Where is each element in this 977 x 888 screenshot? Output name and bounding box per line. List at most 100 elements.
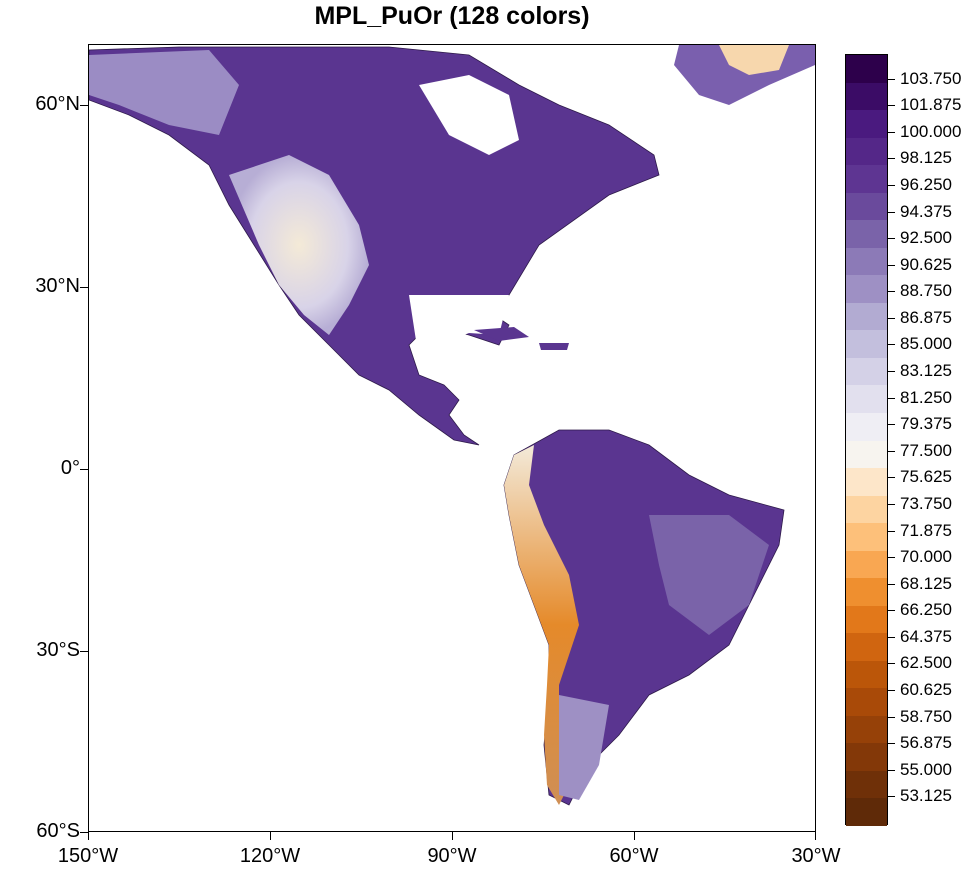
- colorbar-tick: [888, 583, 895, 585]
- colorbar-label: 58.750: [900, 706, 952, 726]
- colorbar-label: 68.125: [900, 573, 952, 593]
- colorbar-segment: [846, 82, 887, 111]
- colorbar-tick: [888, 557, 895, 559]
- colorbar-segment: [846, 357, 887, 386]
- colorbar-segment: [846, 220, 887, 249]
- lat-tick: [80, 832, 88, 833]
- colorbar-segment: [846, 192, 887, 221]
- lon-tick: [815, 832, 816, 840]
- colorbar-tick: [888, 131, 895, 133]
- colorbar-label: 55.000: [900, 759, 952, 779]
- colorbar-segment: [846, 468, 887, 497]
- colorbar-label: 77.500: [900, 440, 952, 460]
- colorbar-label: 79.375: [900, 414, 952, 434]
- colorbar-label: 66.250: [900, 600, 952, 620]
- hudson-bay: [419, 75, 519, 155]
- colorbar-segment: [846, 275, 887, 304]
- colorbar-segment: [846, 660, 887, 689]
- colorbar-tick: [888, 796, 895, 798]
- greenland-ice-center: [719, 45, 789, 75]
- lat-tick: [80, 287, 88, 288]
- colorbar-tick: [888, 663, 895, 665]
- gulf-of-mexico: [409, 295, 509, 360]
- colorbar-segment: [846, 440, 887, 469]
- colorbar-tick: [888, 264, 895, 266]
- colorbar-tick: [888, 184, 895, 186]
- colorbar-label: 101.875: [900, 95, 962, 115]
- lon-tick: [270, 832, 271, 840]
- colorbar-label: 53.125: [900, 786, 952, 806]
- cuba: [474, 327, 529, 341]
- colorbar-segment: [846, 385, 887, 414]
- colorbar-label: 71.875: [900, 520, 952, 540]
- colorbar-tick: [888, 636, 895, 638]
- colorbar-segment: [846, 110, 887, 139]
- colorbar-label: 83.125: [900, 361, 952, 381]
- colorbar-segment: [846, 578, 887, 607]
- colorbar-label: 90.625: [900, 254, 952, 274]
- lon-label-30w: 30°W: [791, 845, 841, 867]
- colorbar-tick: [888, 450, 895, 452]
- colorbar-segment: [846, 412, 887, 441]
- colorbar: [845, 54, 888, 827]
- colorbar-segment: [846, 770, 887, 799]
- colorbar-tick: [888, 690, 895, 692]
- brazilian-highlands: [649, 515, 769, 635]
- lon-label-90w: 90°W: [427, 845, 477, 867]
- colorbar-tick: [888, 477, 895, 479]
- colorbar-segment: [846, 55, 887, 84]
- colorbar-segment: [846, 247, 887, 276]
- lon-tick: [634, 832, 635, 840]
- colorbar-label: 56.875: [900, 733, 952, 753]
- colorbar-segment: [846, 715, 887, 744]
- lat-label-60s: 60°S: [36, 820, 80, 842]
- colorbar-tick: [888, 610, 895, 612]
- lat-label-30n: 30°N: [35, 275, 80, 297]
- lon-label-60w: 60°W: [609, 845, 659, 867]
- colorbar-tick: [888, 158, 895, 160]
- colorbar-label: 88.750: [900, 281, 952, 301]
- colorbar-label: 103.750: [900, 68, 962, 88]
- colorbar-segment: [846, 688, 887, 717]
- colorbar-segment: [846, 605, 887, 634]
- colorbar-tick: [888, 503, 895, 505]
- lat-tick: [80, 469, 88, 470]
- lat-label-60n: 60°N: [35, 93, 80, 115]
- colorbar-label: 73.750: [900, 493, 952, 513]
- colorbar-tick: [888, 424, 895, 426]
- colorbar-segment: [846, 550, 887, 579]
- lat-label-0: 0°: [60, 457, 80, 479]
- colorbar-label: 75.625: [900, 467, 952, 487]
- colorbar-label: 60.625: [900, 680, 952, 700]
- lat-tick: [80, 651, 88, 652]
- colorbar-tick: [888, 317, 895, 319]
- colorbar-tick: [888, 397, 895, 399]
- lon-label-150w: 150°W: [57, 845, 119, 867]
- lat-label-30s: 30°S: [36, 639, 80, 661]
- colorbar-label: 94.375: [900, 201, 952, 221]
- colorbar-tick: [888, 211, 895, 213]
- colorbar-segment: [846, 165, 887, 194]
- colorbar-label: 81.250: [900, 387, 952, 407]
- hispaniola: [539, 343, 569, 350]
- lon-tick: [452, 832, 453, 840]
- north-america-landmass: [89, 46, 660, 446]
- colorbar-segment: [846, 495, 887, 524]
- colorbar-tick: [888, 716, 895, 718]
- colorbar-segment: [846, 798, 887, 827]
- colorbar-segment: [846, 523, 887, 552]
- rocky-mountains: [229, 155, 369, 335]
- colorbar-tick: [888, 78, 895, 80]
- lat-tick: [80, 105, 88, 106]
- western-coast-highlands: [89, 50, 239, 135]
- map-canvas: [89, 45, 815, 806]
- lon-tick: [88, 832, 89, 840]
- colorbar-tick: [888, 105, 895, 107]
- colorbar-label: 86.875: [900, 307, 952, 327]
- colorbar-segment: [846, 302, 887, 331]
- colorbar-tick: [888, 291, 895, 293]
- colorbar-segment: [846, 137, 887, 166]
- colorbar-label: 92.500: [900, 228, 952, 248]
- map-frame: [88, 44, 816, 832]
- colorbar-label: 96.250: [900, 174, 952, 194]
